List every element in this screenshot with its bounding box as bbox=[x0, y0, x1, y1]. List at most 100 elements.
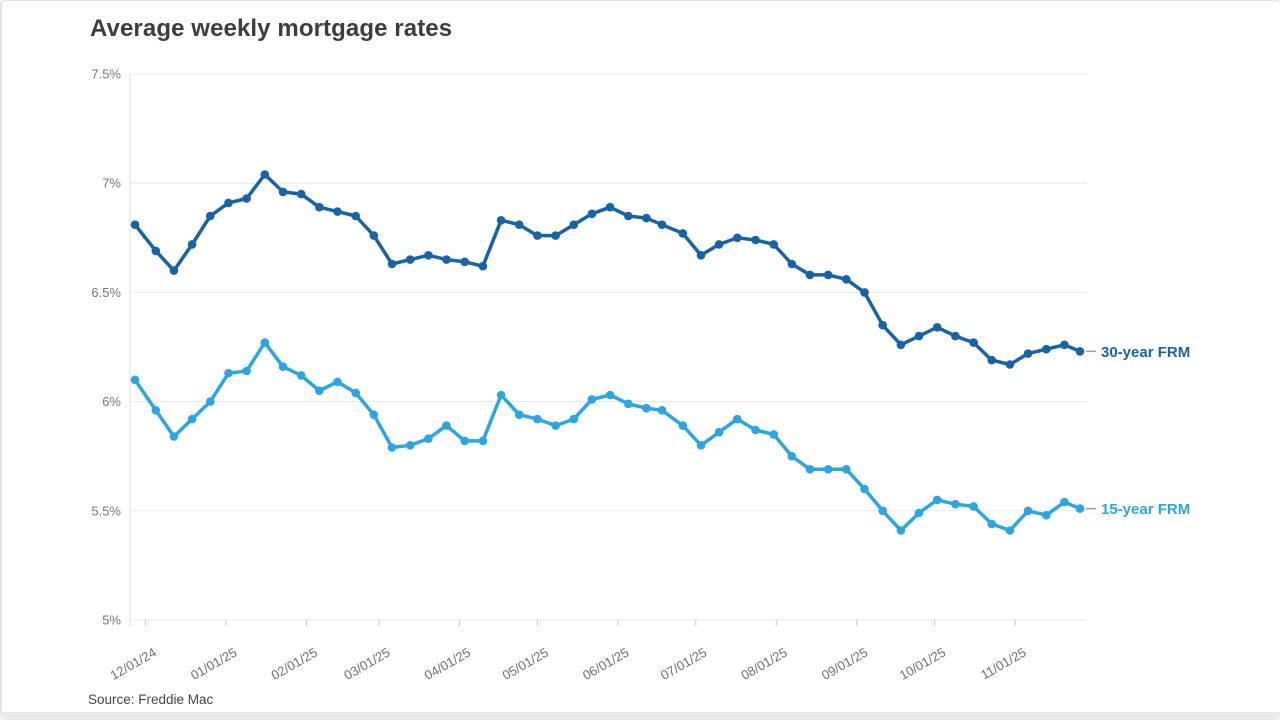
x-axis-label: 06/01/25 bbox=[580, 645, 631, 683]
data-point bbox=[424, 434, 433, 444]
data-point bbox=[296, 371, 306, 380]
data-point bbox=[351, 211, 361, 221]
data-point bbox=[278, 362, 288, 372]
data-point bbox=[1023, 349, 1033, 358]
data-point bbox=[987, 355, 996, 365]
data-point bbox=[1005, 526, 1015, 535]
data-point bbox=[769, 240, 778, 249]
data-point bbox=[533, 414, 542, 424]
data-point bbox=[1060, 340, 1069, 350]
data-point bbox=[206, 211, 215, 221]
data-point bbox=[751, 425, 760, 435]
data-point bbox=[823, 270, 833, 280]
x-axis-label: 05/01/25 bbox=[500, 645, 551, 683]
x-axis-label: 04/01/25 bbox=[422, 645, 473, 683]
data-point bbox=[460, 257, 470, 267]
data-point bbox=[369, 231, 379, 240]
data-point bbox=[315, 202, 324, 212]
data-point bbox=[951, 331, 960, 341]
data-point bbox=[714, 240, 724, 249]
data-point bbox=[387, 443, 397, 452]
data-point bbox=[657, 220, 667, 229]
data-point bbox=[642, 213, 651, 223]
data-point bbox=[914, 508, 924, 518]
data-point bbox=[151, 406, 161, 415]
data-point bbox=[624, 399, 633, 409]
series-30-year-frm: 30-year FRM bbox=[130, 170, 1190, 369]
data-point bbox=[878, 320, 887, 330]
data-point bbox=[551, 421, 560, 430]
data-point bbox=[842, 465, 851, 474]
data-point bbox=[387, 259, 397, 269]
data-point bbox=[769, 430, 778, 439]
y-grid: 7.5% 7% 6.5% 6% 5.5% 5% bbox=[91, 67, 1087, 628]
y-axis-label: 7.5% bbox=[91, 67, 121, 82]
data-point bbox=[896, 526, 906, 535]
data-point bbox=[787, 451, 797, 461]
data-point bbox=[896, 340, 906, 350]
x-axis-label: 07/01/25 bbox=[658, 645, 709, 683]
data-point bbox=[1075, 504, 1085, 513]
data-point bbox=[424, 251, 433, 260]
data-point bbox=[405, 441, 415, 450]
data-point bbox=[842, 275, 851, 284]
data-point bbox=[714, 427, 724, 437]
data-point bbox=[878, 506, 887, 516]
data-point bbox=[514, 410, 524, 420]
data-point bbox=[551, 231, 560, 240]
data-point bbox=[1005, 360, 1015, 369]
series-15-year-frm: 15-year FRM bbox=[130, 338, 1190, 535]
data-point bbox=[187, 414, 197, 424]
data-point bbox=[805, 270, 815, 280]
data-point bbox=[496, 390, 506, 400]
data-point bbox=[369, 410, 379, 420]
data-point bbox=[733, 414, 742, 424]
data-point bbox=[242, 194, 251, 203]
y-axis-label: 6.5% bbox=[91, 285, 121, 300]
data-point bbox=[460, 436, 470, 446]
data-point bbox=[678, 421, 688, 430]
data-point bbox=[932, 323, 942, 332]
data-point bbox=[569, 414, 579, 424]
y-axis-label: 5% bbox=[102, 613, 121, 628]
x-axis-label: 01/01/25 bbox=[188, 645, 239, 683]
x-axis-label: 09/01/25 bbox=[819, 645, 870, 683]
data-point bbox=[260, 170, 270, 179]
x-axis-label: 02/01/25 bbox=[269, 645, 320, 683]
data-point bbox=[805, 465, 815, 474]
data-point bbox=[296, 189, 306, 199]
data-point bbox=[478, 436, 488, 446]
data-point bbox=[333, 207, 342, 216]
y-axis-label: 5.5% bbox=[91, 503, 121, 518]
data-point bbox=[351, 388, 361, 398]
data-point bbox=[442, 255, 451, 264]
data-point bbox=[657, 406, 667, 415]
data-point bbox=[130, 220, 140, 229]
data-point bbox=[478, 261, 488, 271]
data-point bbox=[696, 441, 706, 450]
data-point bbox=[951, 499, 960, 509]
data-point bbox=[1042, 344, 1051, 354]
data-point bbox=[987, 519, 996, 529]
data-point bbox=[514, 220, 524, 229]
data-point bbox=[696, 251, 706, 260]
y-axis-label: 7% bbox=[102, 176, 121, 191]
data-point bbox=[678, 229, 688, 238]
x-axis-label: 08/01/25 bbox=[738, 645, 789, 683]
data-point bbox=[169, 266, 179, 275]
data-point bbox=[333, 377, 342, 387]
data-point bbox=[1060, 497, 1069, 507]
data-point bbox=[860, 288, 869, 297]
y-axis-label: 6% bbox=[102, 394, 121, 409]
data-point bbox=[496, 216, 506, 225]
data-point bbox=[169, 432, 179, 441]
data-point bbox=[605, 202, 615, 212]
data-point bbox=[533, 231, 542, 240]
x-axis-label: 03/01/25 bbox=[341, 645, 392, 683]
x-axis-label: 12/01/24 bbox=[108, 645, 159, 683]
data-point bbox=[969, 502, 978, 511]
chart-title: Average weekly mortgage rates bbox=[90, 15, 453, 42]
data-point bbox=[206, 397, 215, 406]
